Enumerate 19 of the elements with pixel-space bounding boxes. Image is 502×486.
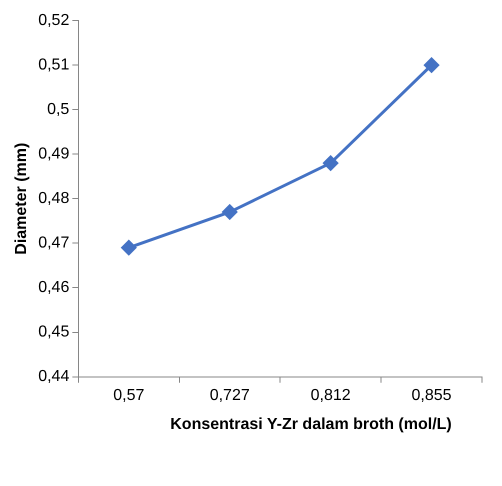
y-tick-label: 0,48 <box>38 190 70 208</box>
y-tick-label: 0,45 <box>38 324 70 341</box>
x-tick-label: 0,57 <box>113 386 144 404</box>
y-tick-label: 0,46 <box>38 279 70 296</box>
x-tick-label: 0,812 <box>310 386 351 404</box>
point <box>424 58 440 73</box>
y-tick-label: 0,47 <box>38 234 70 252</box>
y-axis-title: Diameter (mm) <box>13 142 30 255</box>
y-tick-label: 0,52 <box>38 12 70 30</box>
y-tick-label: 0,44 <box>38 368 70 386</box>
point <box>323 156 338 171</box>
y-tick-label: 0,49 <box>38 146 70 163</box>
point <box>121 240 136 256</box>
y-tick-label: 0,5 <box>47 101 70 118</box>
x-tick-label: 0,855 <box>412 386 452 404</box>
y-tick-label: 0,51 <box>38 56 70 74</box>
x-tick-label: 0,727 <box>210 386 250 404</box>
point <box>222 204 238 220</box>
x-axis-title: Konsentrasi Y-Zr dalam broth (mol/L) <box>169 415 453 435</box>
